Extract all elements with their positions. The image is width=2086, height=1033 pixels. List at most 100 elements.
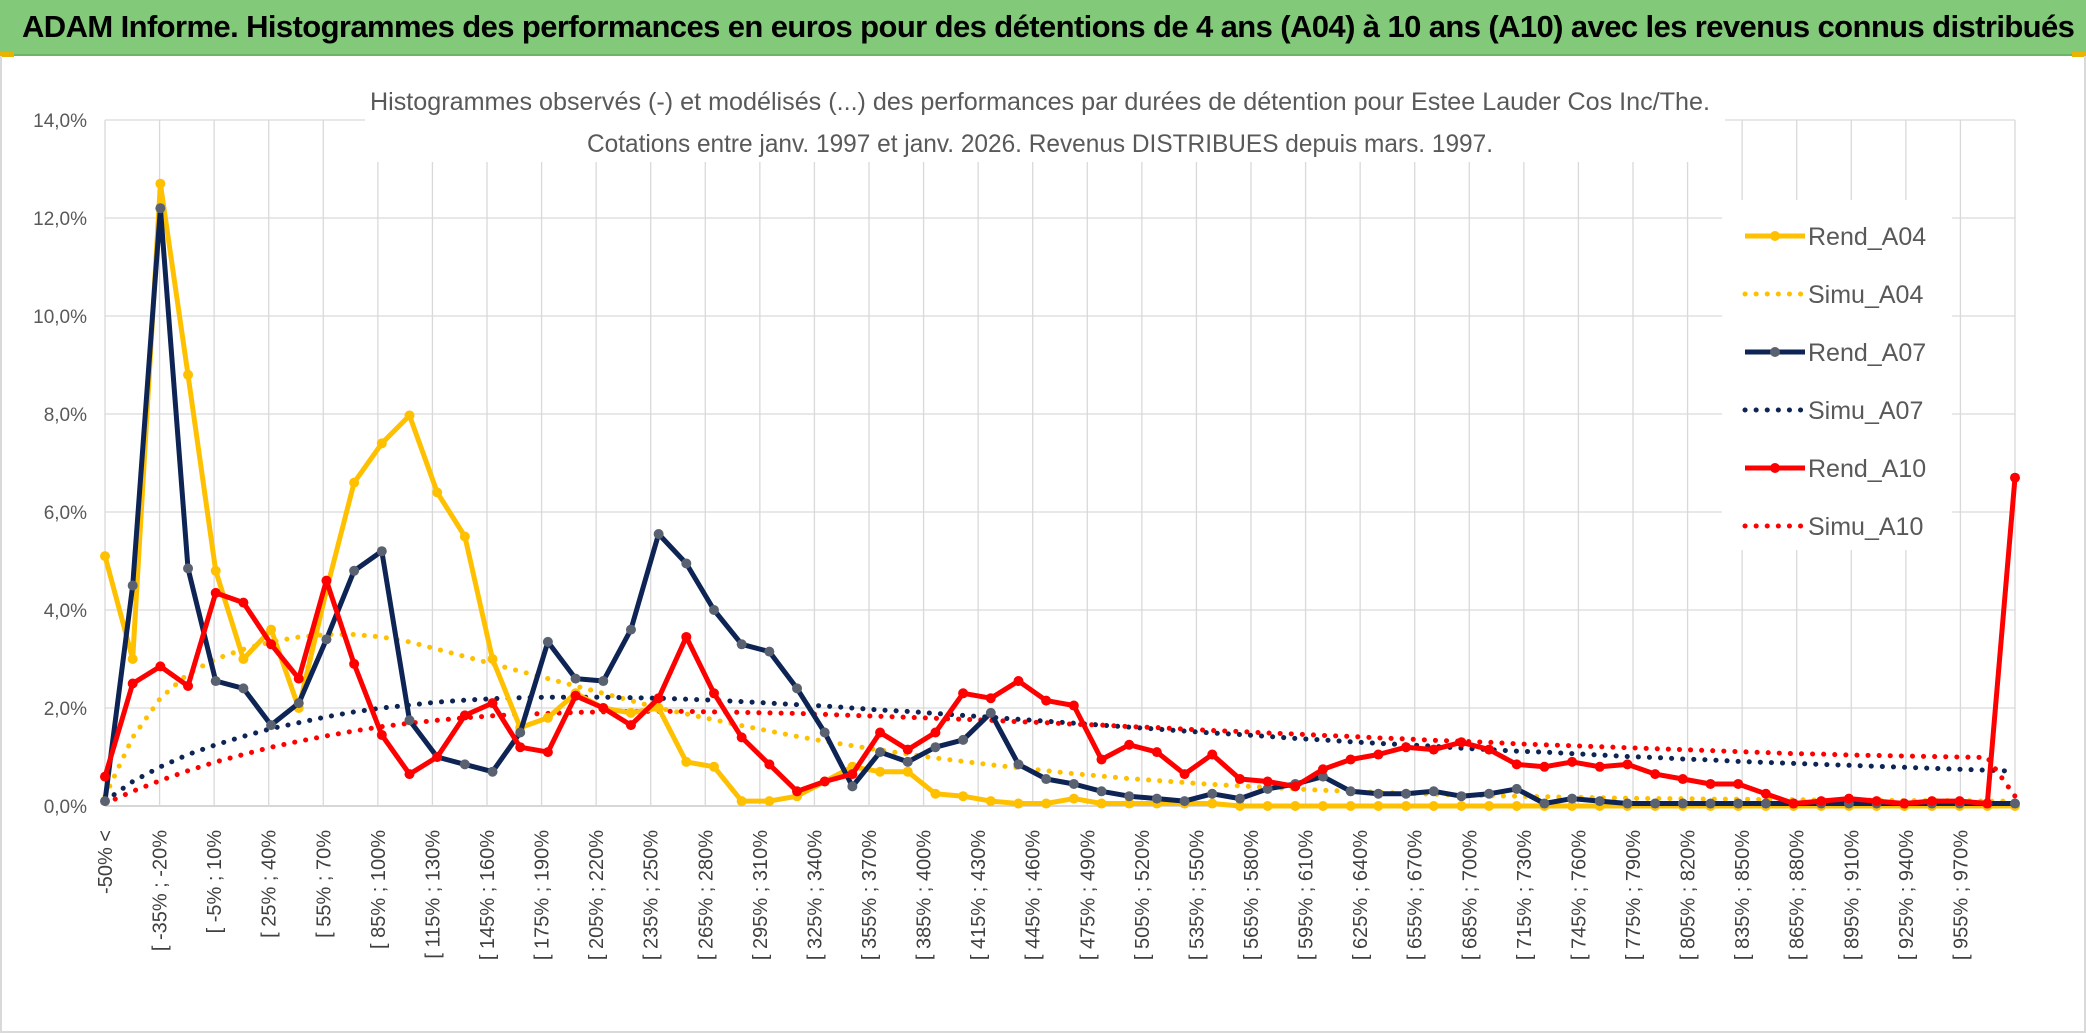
legend-label-Rend_A04: Rend_A04: [1808, 223, 1926, 251]
data-point-Rend_A10: [792, 786, 803, 797]
data-point-Rend_A10: [736, 732, 747, 743]
legend-item-Rend_A04: Rend_A04: [1745, 223, 1926, 251]
data-point-Rend_A07: [1760, 798, 1771, 809]
data-point-Rend_A07: [792, 683, 803, 694]
data-point-Rend_A04: [432, 487, 443, 498]
data-point-Rend_A04: [681, 756, 692, 767]
y-tick-label: 12,0%: [33, 209, 87, 230]
data-point-Rend_A04: [1013, 798, 1024, 809]
data-point-Rend_A07: [1013, 759, 1024, 770]
data-point-Rend_A04: [1401, 801, 1412, 811]
data-point-Rend_A10: [127, 678, 138, 689]
data-point-Rend_A04: [266, 624, 277, 635]
data-point-Rend_A07: [1262, 783, 1273, 794]
data-point-Rend_A04: [376, 438, 387, 449]
legend-background: [1722, 200, 1952, 550]
data-point-Rend_A07: [349, 565, 360, 576]
data-point-Rend_A07: [1594, 796, 1605, 807]
data-point-Rend_A10: [349, 658, 360, 669]
data-point-Rend_A07: [625, 624, 636, 635]
data-point-Rend_A07: [321, 634, 332, 645]
data-point-Rend_A10: [1207, 749, 1218, 760]
data-point-Rend_A10: [1262, 776, 1273, 787]
data-point-Rend_A10: [155, 661, 166, 672]
data-point-Rend_A04: [902, 766, 913, 777]
legend-item-Simu_A10: Simu_A10: [1742, 513, 1923, 541]
x-tick-label: [ 745% ; 760%: [1568, 830, 1590, 960]
x-tick-label: [ 715% ; 730%: [1514, 830, 1536, 960]
data-point-Rend_A07: [1428, 786, 1439, 797]
x-tick-label: [ 505% ; 520%: [1132, 830, 1154, 960]
data-point-Rend_A07: [1677, 798, 1688, 809]
x-tick-label: [ 415% ; 430%: [968, 830, 990, 960]
data-point-Rend_A07: [1068, 778, 1079, 789]
data-point-Rend_A04: [736, 796, 747, 807]
data-point-Rend_A10: [1401, 742, 1412, 753]
chart-subtitle: Cotations entre janv. 1997 et janv. 2026…: [587, 130, 1493, 158]
banner-corner-left: [0, 52, 14, 57]
data-point-Rend_A04: [1511, 801, 1522, 811]
data-point-Rend_A10: [1179, 769, 1190, 780]
data-point-Rend_A07: [183, 563, 194, 574]
data-point-Rend_A10: [432, 752, 443, 762]
data-point-Rend_A07: [1041, 774, 1052, 785]
data-point-Rend_A07: [1622, 798, 1633, 809]
chart-legend: Rend_A04 Simu_A04 Rend_A07 Simu_A07 Rend_A10…: [1722, 200, 1952, 550]
legend-marker-Rend_A07: [1770, 347, 1780, 357]
data-point-Rend_A10: [1151, 747, 1162, 758]
data-point-Rend_A07: [1234, 793, 1245, 804]
data-point-Rend_A10: [1594, 761, 1605, 772]
data-point-Rend_A04: [708, 761, 719, 772]
x-tick-label: [ 925% ; 940%: [1896, 830, 1918, 960]
chart-gridlines: [104, 119, 2016, 807]
x-tick-label: [ 175% ; 190%: [532, 830, 554, 960]
data-point-Rend_A10: [321, 575, 332, 586]
legend-item-Simu_A04: Simu_A04: [1742, 281, 1923, 309]
x-tick-label: [ 475% ; 490%: [1077, 830, 1099, 960]
y-tick-label: 10,0%: [33, 307, 87, 328]
x-tick-label: -50% <: [95, 830, 117, 894]
data-point-Rend_A10: [1511, 759, 1522, 770]
data-point-Rend_A10: [708, 688, 719, 699]
data-point-Rend_A07: [293, 698, 304, 709]
data-point-Rend_A07: [1650, 798, 1661, 809]
legend-item-Simu_A07: Simu_A07: [1742, 397, 1923, 425]
data-point-Rend_A10: [1484, 744, 1495, 755]
x-tick-label: [ 385% ; 400%: [914, 830, 936, 960]
series-Rend_A07: [100, 203, 2020, 809]
data-point-Rend_A04: [958, 791, 969, 802]
data-point-Rend_A04: [1124, 798, 1135, 809]
data-point-Rend_A10: [1871, 796, 1882, 807]
data-point-Rend_A10: [1899, 798, 1910, 809]
data-point-Rend_A04: [930, 788, 941, 799]
data-point-Rend_A04: [210, 565, 221, 576]
data-point-Rend_A04: [1234, 801, 1245, 811]
data-point-Rend_A10: [1816, 796, 1827, 807]
data-point-Rend_A10: [376, 729, 387, 740]
data-point-Rend_A07: [1456, 791, 1467, 802]
x-tick-label: [ 535% ; 550%: [1186, 830, 1208, 960]
data-point-Rend_A07: [1484, 788, 1495, 799]
data-point-Rend_A07: [238, 683, 249, 694]
data-point-Rend_A07: [1567, 793, 1578, 804]
data-point-Rend_A10: [570, 690, 581, 701]
x-tick-label: [ 595% ; 610%: [1296, 830, 1318, 960]
data-point-Rend_A04: [155, 178, 166, 189]
data-point-Rend_A07: [985, 707, 996, 718]
x-tick-label: [ 895% ; 910%: [1841, 830, 1863, 960]
data-point-Rend_A07: [376, 546, 387, 557]
series-line-Rend_A10: [102, 475, 2018, 806]
data-point-Rend_A07: [902, 756, 913, 767]
data-point-Rend_A07: [764, 646, 775, 657]
data-point-Rend_A10: [1982, 798, 1993, 809]
data-point-Rend_A07: [1511, 783, 1522, 794]
data-point-Rend_A04: [764, 796, 775, 807]
data-point-Rend_A07: [1151, 793, 1162, 804]
series-Simu_A04: [102, 632, 2018, 804]
data-point-Rend_A10: [1124, 739, 1135, 750]
data-point-Rend_A10: [1456, 737, 1467, 748]
data-point-Rend_A10: [653, 693, 664, 704]
legend-marker-Rend_A10: [1770, 463, 1780, 473]
chart-title-background: [365, 80, 1725, 162]
